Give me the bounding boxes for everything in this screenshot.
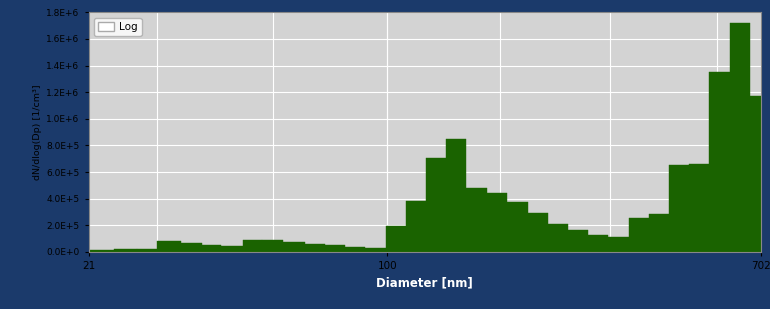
X-axis label: Diameter [nm]: Diameter [nm] [377, 277, 473, 290]
Y-axis label: dN/dlog(Dp) [1/cm³]: dN/dlog(Dp) [1/cm³] [33, 84, 42, 180]
Legend: Log: Log [94, 18, 142, 36]
